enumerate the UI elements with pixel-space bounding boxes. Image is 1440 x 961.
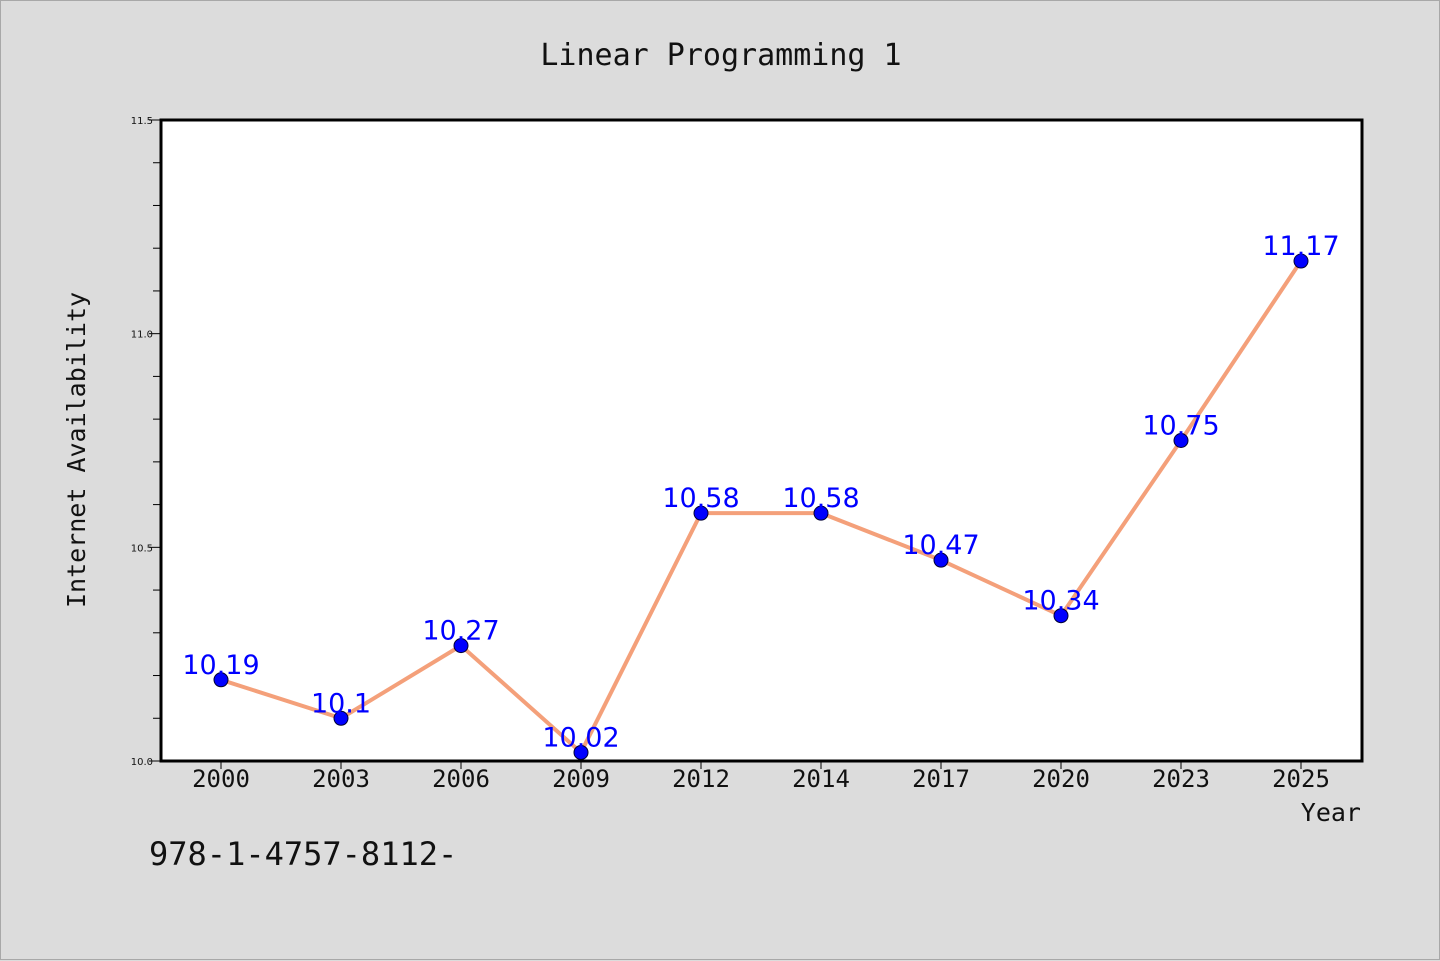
data-labels: 10.19 10.1 10.27 10.02 10.58 10.58 10.47 10.34 1… <box>182 231 1339 753</box>
x-tick-label: 2012 <box>672 765 730 793</box>
x-tick-label: 2009 <box>552 765 610 793</box>
x-tick-label: 2003 <box>312 765 370 793</box>
data-point <box>693 505 709 521</box>
plot-frame <box>159 118 1364 763</box>
y-axis: 10.0 10.5 11.0 11.5 <box>131 116 161 768</box>
footer-text: 978-1-4757-8112- <box>149 835 457 873</box>
data-point <box>333 710 349 726</box>
x-tick-label: 2000 <box>192 765 250 793</box>
plot-area <box>161 120 1362 761</box>
chart-title: Linear Programming 1 <box>540 38 901 73</box>
data-point <box>1293 253 1309 269</box>
data-point <box>1053 608 1069 624</box>
data-point <box>453 638 469 654</box>
data-label: 10.1 <box>311 688 371 719</box>
data-label: 10.58 <box>782 483 859 514</box>
x-tick-label: 2020 <box>1032 765 1090 793</box>
series-line <box>220 259 1303 755</box>
data-point <box>1173 433 1189 448</box>
x-tick-label: 2025 <box>1272 765 1330 793</box>
y-tick-label: 11.5 <box>131 116 153 127</box>
y-tick-label: 11.0 <box>131 330 153 341</box>
data-label: 10.34 <box>1022 586 1099 617</box>
x-axis-label: Year <box>1301 798 1361 827</box>
y-axis-label: Internet Availability <box>62 292 91 608</box>
data-point <box>933 552 949 568</box>
x-tick-label: 2006 <box>432 765 490 793</box>
data-label: 10.58 <box>662 483 739 514</box>
data-label: 10.75 <box>1142 411 1219 442</box>
x-tick-label: 2023 <box>1152 765 1210 793</box>
y-tick-label: 10.5 <box>131 543 153 554</box>
data-label: 10.02 <box>542 722 619 753</box>
data-label: 11.17 <box>1262 231 1339 262</box>
data-label: 10.47 <box>902 530 979 561</box>
series-markers <box>213 253 1309 760</box>
data-label: 10.27 <box>422 616 499 647</box>
data-point <box>813 505 829 521</box>
x-tick-label: 2014 <box>792 765 850 793</box>
x-tick-label: 2017 <box>912 765 970 793</box>
data-point <box>573 744 589 760</box>
x-axis: 2000 2003 2006 2009 2012 2014 2017 2020 2023 2025 <box>192 761 1330 793</box>
data-point <box>213 672 229 688</box>
y-tick-label: 10.0 <box>131 757 153 768</box>
data-label: 10.19 <box>182 650 259 681</box>
